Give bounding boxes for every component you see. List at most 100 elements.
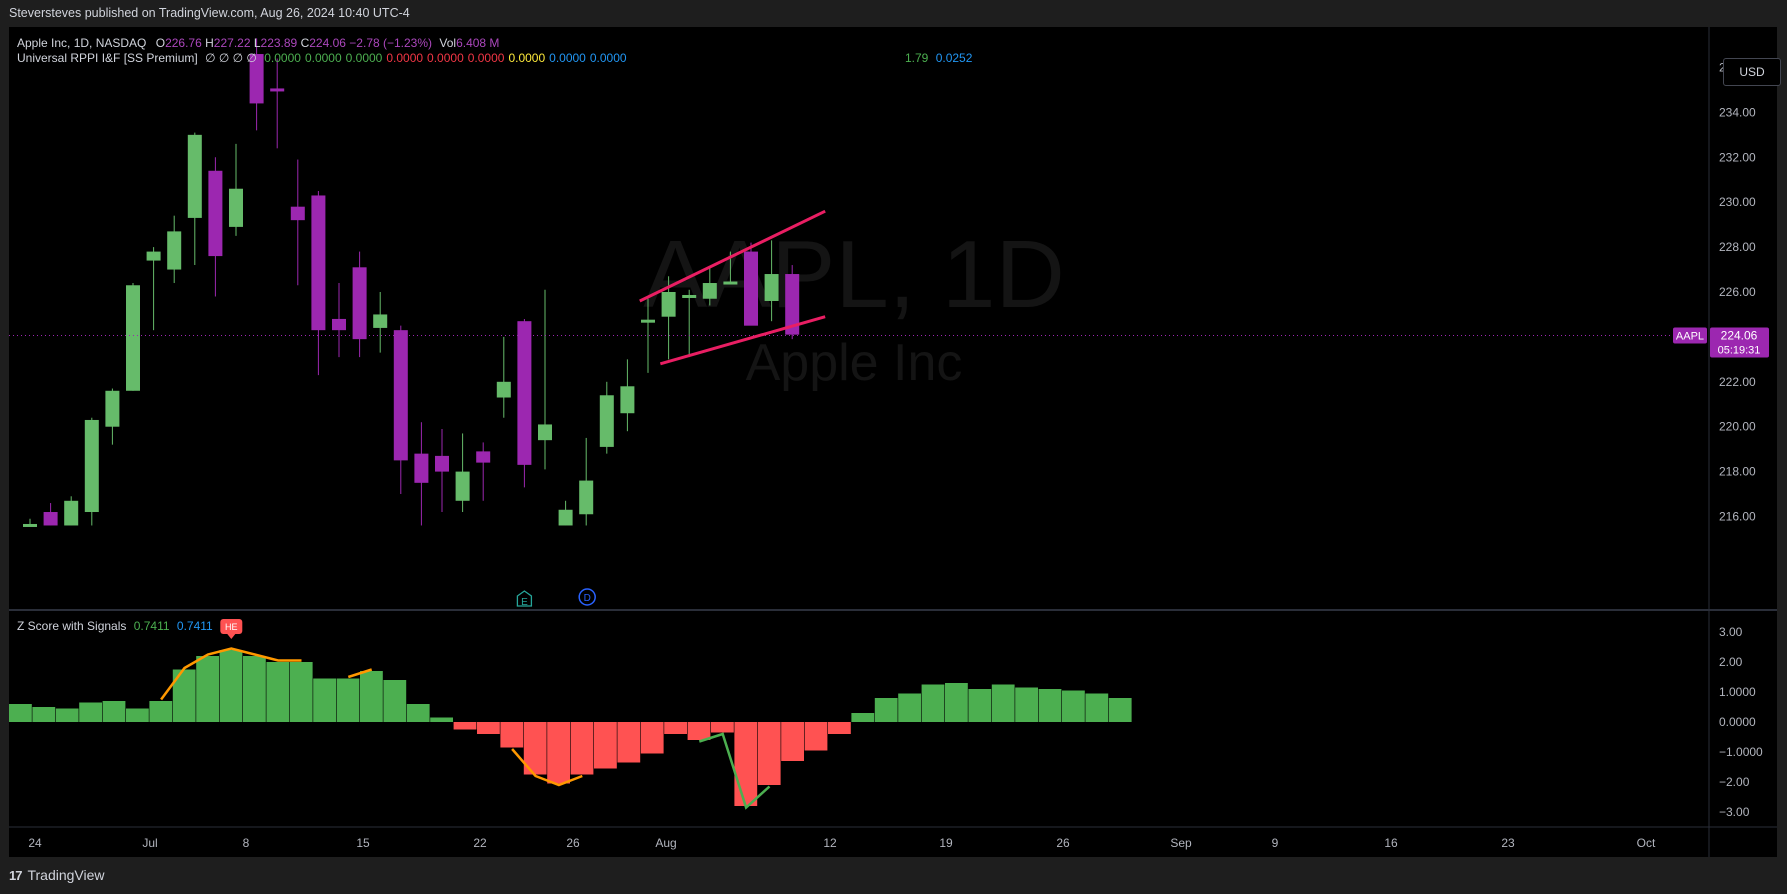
zscore-bar[interactable] — [687, 722, 711, 740]
zscore-bar[interactable] — [734, 722, 758, 806]
candle[interactable] — [393, 325, 408, 495]
indicator-legend[interactable]: Universal RPPI I&F [SS Premium] ∅ ∅ ∅ ∅ … — [17, 51, 627, 65]
zscore-bar[interactable] — [757, 722, 781, 785]
candle[interactable] — [290, 159, 305, 286]
candle[interactable] — [373, 292, 388, 353]
zscore-bar[interactable] — [453, 722, 477, 730]
zscore-bar[interactable] — [55, 708, 79, 723]
zscore-bar[interactable] — [1038, 689, 1062, 722]
zscore-bar[interactable] — [711, 722, 734, 733]
channel-line[interactable] — [659, 315, 826, 366]
candle[interactable] — [105, 388, 120, 445]
zscore-bar[interactable] — [102, 701, 126, 722]
candle[interactable] — [538, 289, 552, 470]
symbol-description[interactable]: Apple Inc, 1D, NASDAQ — [17, 36, 147, 50]
candle[interactable] — [146, 247, 161, 331]
candle[interactable] — [311, 190, 326, 376]
candle[interactable] — [435, 428, 449, 513]
zscore-bar[interactable] — [664, 722, 687, 734]
zscore-bar[interactable] — [828, 722, 851, 734]
symbol-legend[interactable]: Apple Inc, 1D, NASDAQ O226.76 H227.22 L2… — [17, 36, 499, 50]
candle[interactable] — [496, 336, 511, 418]
zscore-bar[interactable] — [570, 722, 594, 775]
candle[interactable] — [579, 437, 594, 526]
currency-button[interactable]: USD — [1723, 58, 1781, 86]
candle[interactable] — [455, 433, 470, 513]
candle[interactable] — [208, 157, 223, 297]
zscore-bar[interactable] — [1085, 693, 1109, 723]
zscore-signal-marker[interactable]: HE — [220, 619, 243, 639]
candle[interactable] — [84, 417, 99, 526]
zscore-bar[interactable] — [126, 708, 149, 723]
candle[interactable] — [764, 240, 779, 322]
zscore-bar[interactable] — [383, 680, 407, 722]
zscore-bar[interactable] — [991, 684, 1015, 723]
candle[interactable] — [23, 518, 37, 527]
zscore-bar[interactable] — [640, 722, 664, 754]
price-pane[interactable]: 216.00218.00220.00222.00224.00226.00228.… — [9, 38, 1769, 608]
candle[interactable] — [332, 283, 346, 358]
candle[interactable] — [682, 289, 697, 358]
dividend-marker[interactable]: D — [578, 588, 596, 606]
zscore-bar[interactable] — [149, 701, 173, 722]
candle[interactable] — [167, 215, 182, 284]
chart-svg[interactable]: AAPL, 1D Apple Inc 216.00218.00220.00222… — [9, 27, 1777, 857]
zscore-bar[interactable] — [921, 684, 945, 723]
candle[interactable] — [249, 38, 264, 131]
zscore-bar[interactable] — [1062, 690, 1085, 723]
zscore-bar[interactable] — [336, 678, 360, 723]
zscore-bar[interactable] — [594, 722, 617, 769]
candle[interactable] — [641, 298, 655, 373]
zscore-bar[interactable] — [874, 698, 898, 722]
zscore-bar[interactable] — [266, 662, 290, 722]
zscore-bar[interactable] — [477, 722, 500, 734]
zscore-bar[interactable] — [219, 650, 243, 722]
zscore-bar[interactable] — [313, 678, 336, 723]
zscore-bar[interactable] — [406, 704, 430, 722]
zscore-bar[interactable] — [898, 693, 921, 723]
indicator-name[interactable]: Universal RPPI I&F [SS Premium] — [17, 51, 198, 65]
zscore-bar[interactable] — [430, 717, 453, 723]
candle[interactable] — [744, 242, 758, 326]
zscore-legend[interactable]: Z Score with Signals 0.7411 0.7411 — [17, 619, 213, 633]
channel-line[interactable] — [639, 209, 826, 303]
earnings-marker[interactable]: E — [516, 590, 533, 608]
candle[interactable] — [476, 442, 491, 501]
candle[interactable] — [414, 422, 429, 526]
candle[interactable] — [517, 318, 532, 488]
zscore-bar[interactable] — [196, 656, 219, 722]
zscore-pane[interactable]: 3.00 2.00 1.0000 0.0000 −1.0000 −2.00 −3.00 HE — [9, 619, 1763, 819]
zscore-bar[interactable] — [945, 683, 968, 722]
zscore-bar[interactable] — [360, 671, 383, 722]
zscore-bar[interactable] — [243, 656, 266, 722]
time-axis[interactable]: 24 Jul 8 15 22 26 Aug 12 19 26 Sep 9 16 23 Oct — [28, 836, 1656, 850]
zscore-bar[interactable] — [32, 707, 56, 722]
zscore-name[interactable]: Z Score with Signals — [17, 619, 127, 633]
candle[interactable] — [43, 503, 58, 526]
candle[interactable] — [661, 276, 676, 360]
chart-frame[interactable]: AAPL, 1D Apple Inc 216.00 218.00 220.00 222… — [9, 27, 1781, 857]
zscore-bar[interactable] — [1108, 698, 1132, 722]
zscore-bar[interactable] — [172, 669, 196, 723]
zscore-bar[interactable] — [523, 722, 547, 775]
candle[interactable] — [702, 267, 717, 306]
candle[interactable] — [599, 381, 614, 454]
candle[interactable] — [620, 359, 635, 432]
zscore-bar[interactable] — [617, 722, 641, 763]
candle[interactable] — [229, 143, 243, 236]
zscore-bar[interactable] — [547, 722, 570, 784]
zscore-bar[interactable] — [968, 689, 992, 722]
candle[interactable] — [187, 132, 202, 266]
zscore-bar[interactable] — [804, 722, 828, 751]
zscore-bar[interactable] — [79, 702, 102, 723]
candle[interactable] — [126, 283, 140, 391]
zscore-bar[interactable] — [9, 704, 32, 722]
zscore-bar[interactable] — [781, 722, 804, 761]
zscore-bar[interactable] — [289, 662, 313, 722]
candle[interactable] — [270, 58, 285, 149]
zscore-bar[interactable] — [500, 722, 524, 748]
zscore-bar[interactable] — [1015, 687, 1038, 723]
candle[interactable] — [558, 500, 573, 526]
zscore-bar[interactable] — [851, 713, 875, 722]
candle[interactable] — [352, 251, 367, 358]
